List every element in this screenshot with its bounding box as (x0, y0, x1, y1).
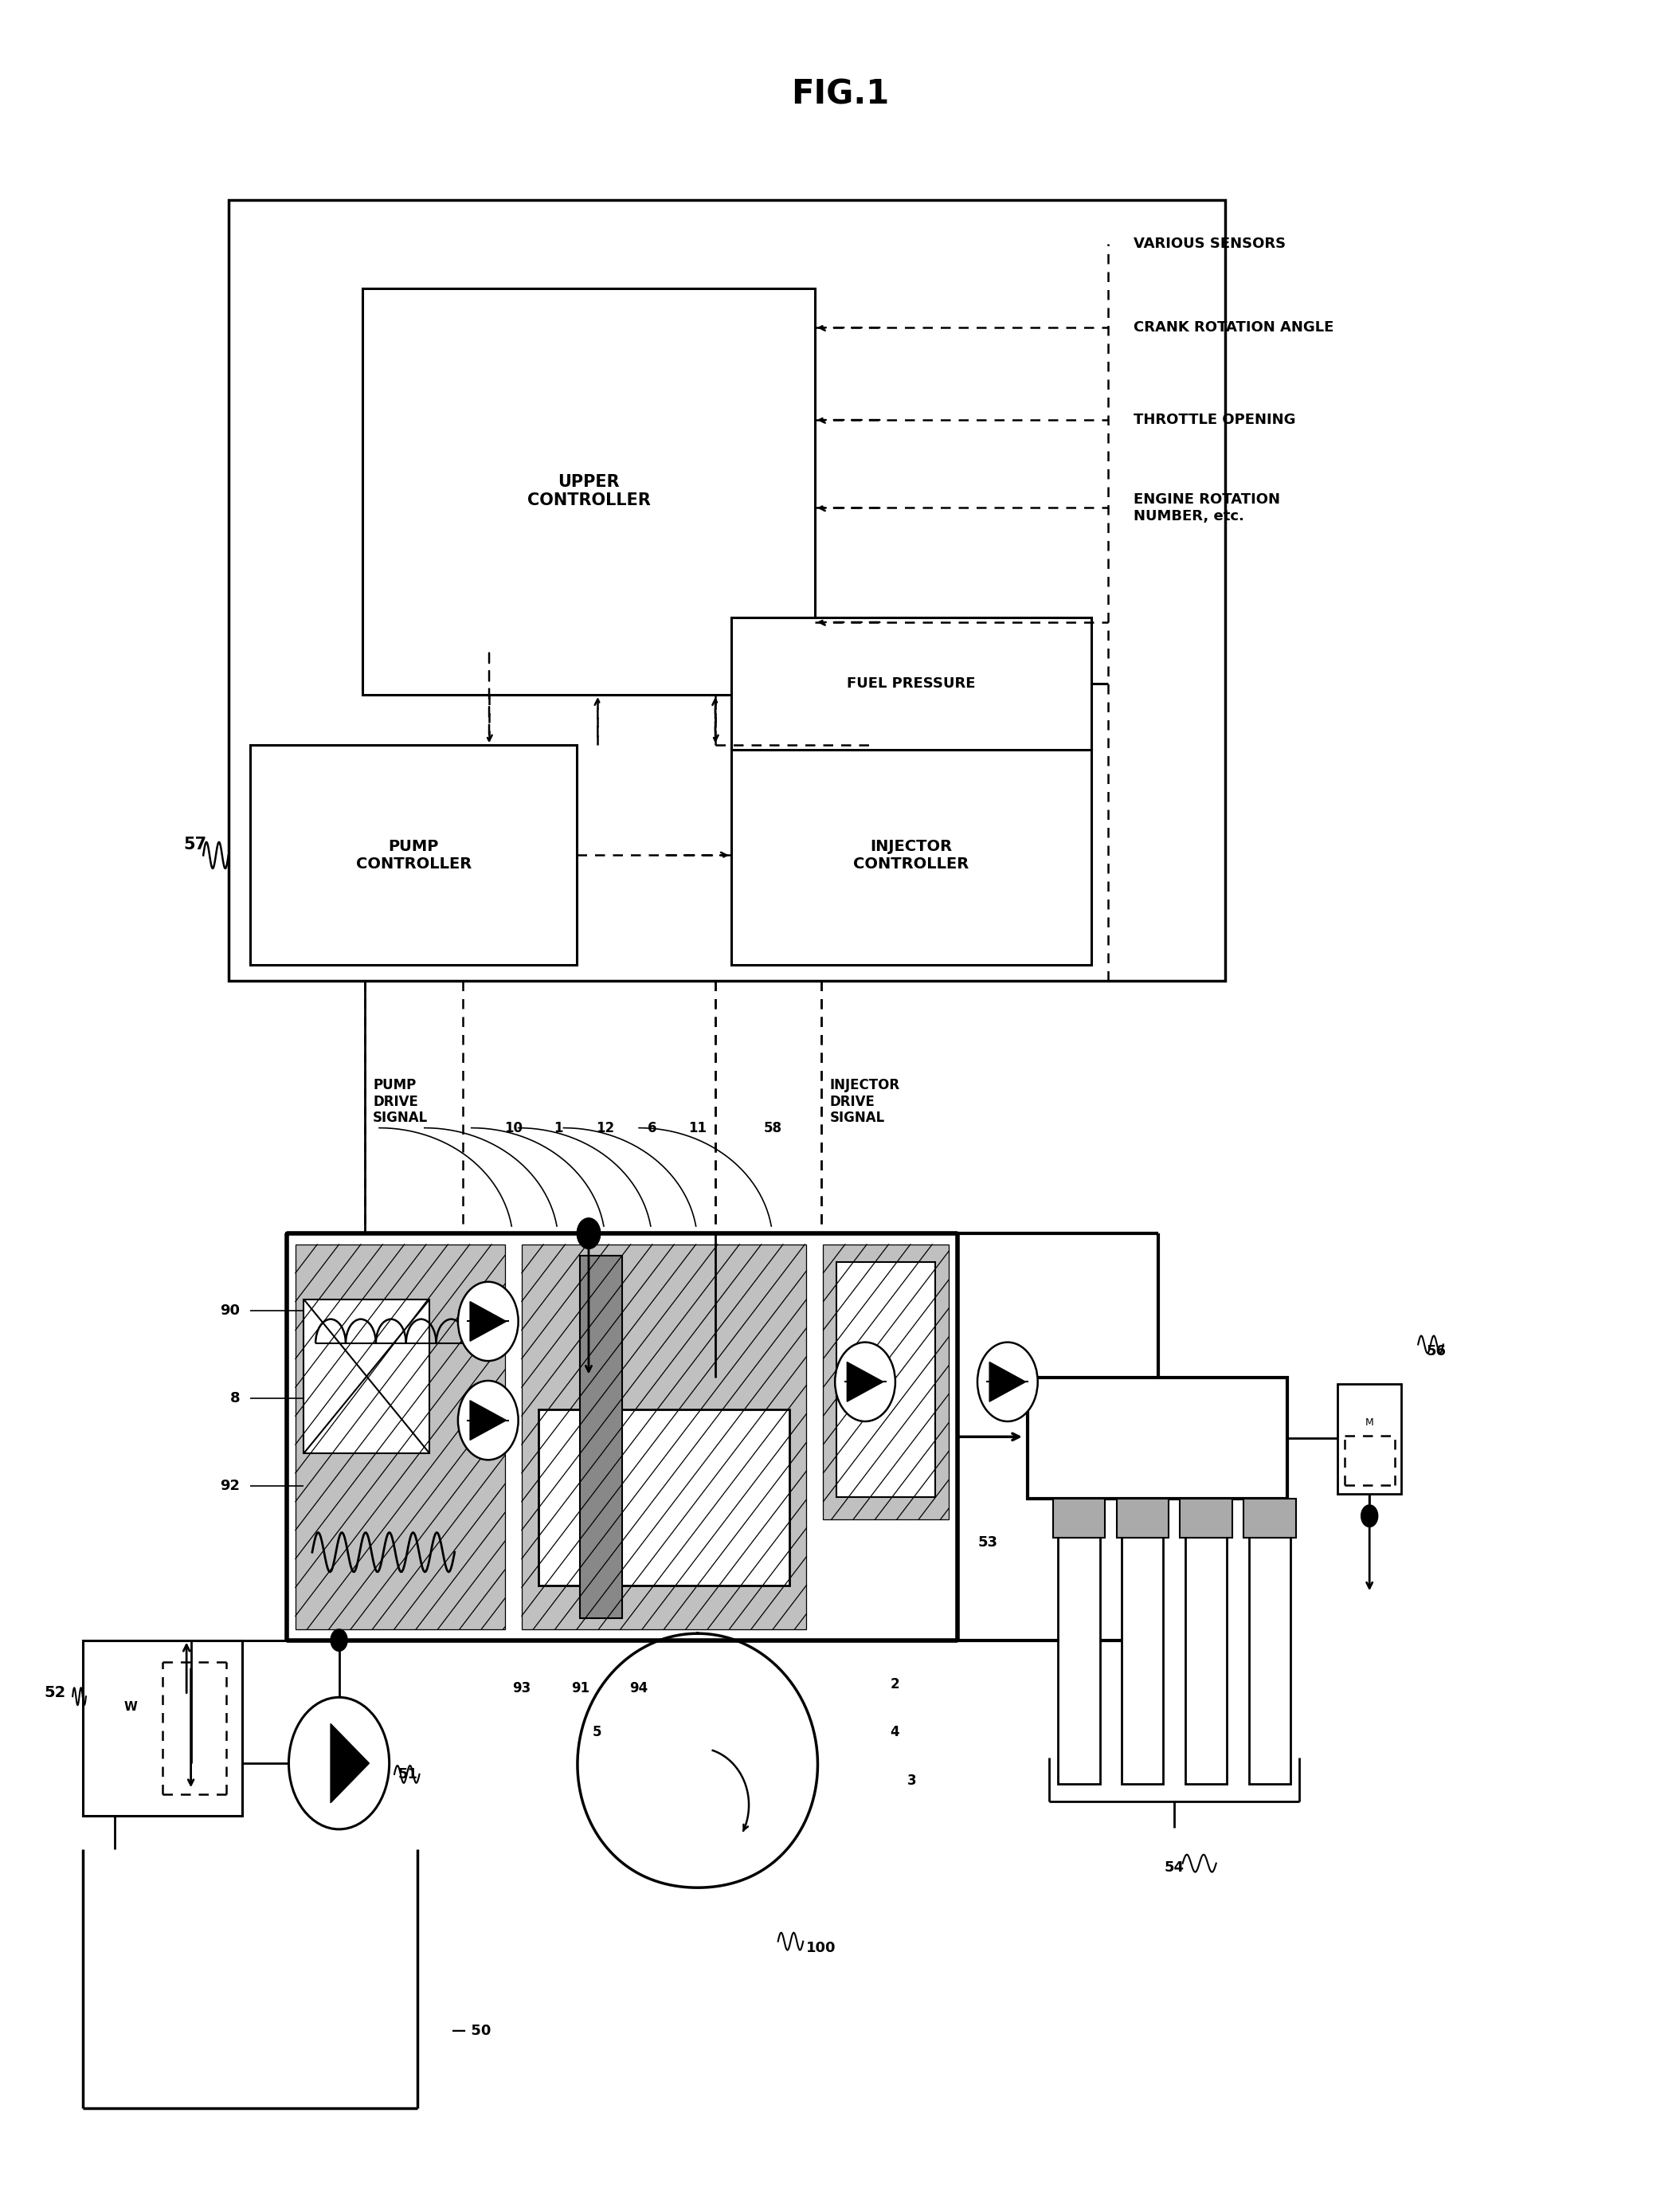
Bar (837, 1262, 936, 1498)
Bar (731, 745, 1092, 965)
Bar (823, 1245, 949, 1520)
Text: 91: 91 (571, 1681, 590, 1696)
Bar (731, 617, 1092, 749)
Text: PUMP
CONTROLLER: PUMP CONTROLLER (356, 839, 472, 872)
Text: 53: 53 (978, 1535, 998, 1549)
Text: 8: 8 (230, 1390, 240, 1406)
Circle shape (1361, 1505, 1378, 1527)
Bar (228, 200, 1225, 980)
Text: M: M (1366, 1417, 1374, 1428)
Text: 3: 3 (907, 1773, 916, 1789)
Text: FUEL PRESSURE: FUEL PRESSURE (847, 676, 976, 692)
Polygon shape (470, 1401, 506, 1441)
Bar (580, 1256, 622, 1619)
Text: 2: 2 (890, 1676, 899, 1692)
Text: 6: 6 (648, 1121, 657, 1135)
Polygon shape (470, 1302, 506, 1342)
Text: THROTTLE OPENING: THROTTLE OPENING (1134, 412, 1295, 427)
Text: VARIOUS SENSORS: VARIOUS SENSORS (1134, 238, 1285, 251)
Circle shape (289, 1696, 390, 1828)
Text: 12: 12 (596, 1121, 615, 1135)
Bar (296, 1245, 506, 1630)
Text: 1: 1 (554, 1121, 563, 1135)
Bar (1337, 1383, 1401, 1494)
Circle shape (331, 1630, 348, 1650)
Text: 5: 5 (593, 1725, 601, 1740)
Text: 11: 11 (689, 1121, 707, 1135)
Text: 58: 58 (764, 1121, 783, 1135)
Bar (1053, 1498, 1105, 1538)
Text: 92: 92 (220, 1478, 240, 1494)
Text: ENGINE ROTATION
NUMBER, etc.: ENGINE ROTATION NUMBER, etc. (1134, 493, 1280, 524)
Text: 100: 100 (806, 1941, 837, 1954)
Text: 10: 10 (504, 1121, 522, 1135)
Bar (1058, 1498, 1100, 1784)
Bar (304, 1300, 430, 1454)
Bar (1179, 1498, 1231, 1538)
Text: 90: 90 (220, 1304, 240, 1317)
Bar (250, 745, 576, 965)
Text: FIG.1: FIG.1 (791, 77, 889, 112)
Text: 93: 93 (512, 1681, 531, 1696)
Text: 51: 51 (398, 1767, 418, 1782)
Bar (1184, 1498, 1226, 1784)
Text: PUMP
DRIVE
SIGNAL: PUMP DRIVE SIGNAL (373, 1077, 428, 1126)
Bar (82, 1641, 242, 1815)
Text: 52: 52 (44, 1685, 66, 1701)
Polygon shape (331, 1723, 370, 1802)
Circle shape (576, 1218, 600, 1249)
Bar (522, 1245, 806, 1630)
Bar (538, 1410, 790, 1586)
Text: 56: 56 (1426, 1344, 1446, 1359)
Text: 4: 4 (890, 1725, 899, 1740)
Bar (1243, 1498, 1295, 1538)
Bar (1117, 1498, 1168, 1538)
Circle shape (978, 1342, 1038, 1421)
Circle shape (835, 1342, 895, 1421)
Text: 94: 94 (630, 1681, 648, 1696)
Bar (1028, 1377, 1287, 1498)
Text: 54: 54 (1164, 1862, 1184, 1875)
Text: — 50: — 50 (452, 2022, 491, 2038)
Text: INJECTOR
CONTROLLER: INJECTOR CONTROLLER (853, 839, 969, 872)
Bar (1248, 1498, 1290, 1784)
Text: CRANK ROTATION ANGLE: CRANK ROTATION ANGLE (1134, 319, 1334, 335)
Polygon shape (847, 1361, 884, 1401)
Text: W: W (124, 1701, 138, 1714)
Text: UPPER
CONTROLLER: UPPER CONTROLLER (528, 474, 650, 509)
Circle shape (459, 1282, 519, 1361)
Text: INJECTOR
DRIVE
SIGNAL: INJECTOR DRIVE SIGNAL (830, 1077, 900, 1126)
Circle shape (459, 1381, 519, 1461)
Polygon shape (990, 1361, 1026, 1401)
Bar (1122, 1498, 1163, 1784)
Bar (363, 289, 815, 694)
Bar (287, 1234, 958, 1641)
Text: 57: 57 (183, 837, 207, 853)
